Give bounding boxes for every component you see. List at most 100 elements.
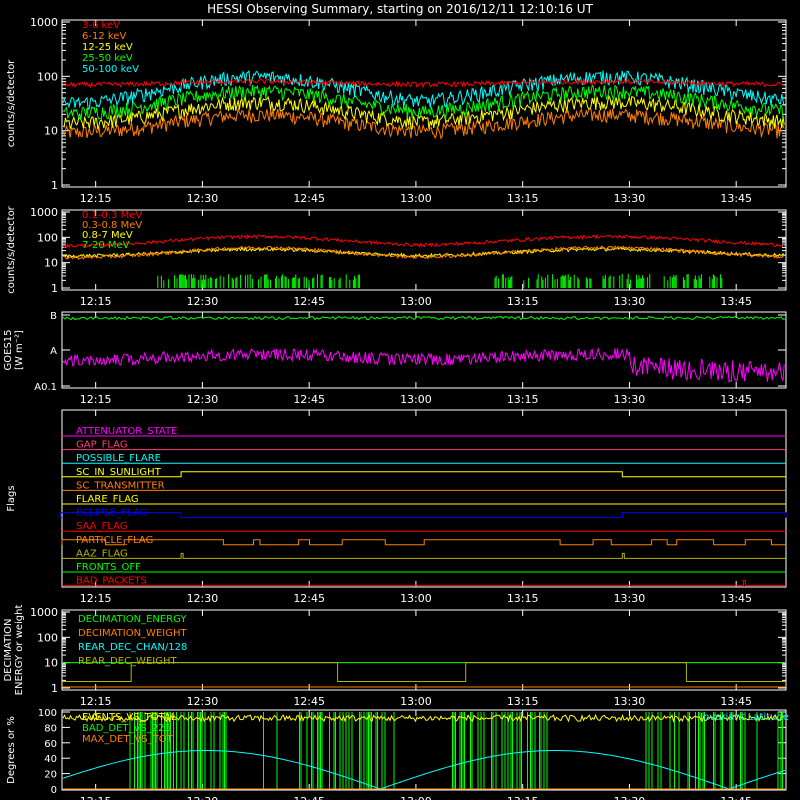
y-tick-label: 1000	[30, 16, 58, 29]
flag-row: ECLIPSE_FLAG	[59, 508, 787, 519]
time-tick-label: 12:15	[80, 295, 112, 308]
chart-title: HESSI Observing Summary, starting on 201…	[207, 2, 593, 16]
time-tick-label: 13:15	[507, 592, 539, 605]
series-line	[62, 84, 785, 121]
legend-entry: 0.3-0.8 MeV	[82, 220, 142, 231]
y-tick-label: 10	[44, 257, 58, 270]
series-line	[62, 713, 785, 724]
flag-line	[61, 539, 786, 546]
flag-label: POSSIBLE_FLARE	[76, 453, 161, 464]
legend-entry: 7-20 MeV	[82, 240, 130, 251]
legend-entry: 0.1-0.3 MeV	[82, 210, 142, 221]
panel-frame-xray	[61, 19, 787, 188]
time-tick-label: 13:30	[614, 393, 646, 406]
flag-label: SC_TRANSMITTER	[76, 480, 165, 491]
flag-row: SAA_FLAG	[62, 521, 786, 532]
time-tick-label: 13:00	[400, 592, 432, 605]
flag-row: SC_TRANSMITTER	[62, 480, 786, 491]
y-tick-label: 20	[44, 770, 57, 781]
panel-geometry: 12:15 12:30 12:45 13:00 13:15 13:30 13:45 Degre…	[6, 708, 789, 800]
flag-label: SAA_FLAG	[76, 521, 127, 532]
time-tick-label: 12:45	[293, 295, 325, 308]
y-tick-label: 100	[37, 231, 58, 244]
panel-frame-flags	[61, 409, 787, 588]
y-axis-label: counts/s/detector	[6, 205, 17, 293]
legend-entry: MAX_DET_VS_TOT	[82, 734, 174, 745]
y-axis-label: GOES15	[3, 329, 14, 370]
series-line	[62, 233, 785, 249]
y-tick-label: 1000	[30, 606, 58, 619]
time-tick-label: 13:00	[400, 393, 432, 406]
series-line	[62, 77, 785, 89]
time-tick-label: 12:30	[187, 795, 219, 800]
ylabel-flags: Flags	[6, 485, 17, 511]
time-tick-label: 13:45	[720, 393, 752, 406]
flag-label: GAP_FLAG	[76, 440, 128, 451]
y-tick-label: 1000	[30, 206, 58, 219]
time-tick-label: 13:15	[507, 192, 539, 205]
time-tick-label: 13:30	[614, 695, 646, 708]
time-tick-label: 12:45	[293, 695, 325, 708]
flag-label: ATTENUATOR_STATE	[76, 426, 177, 437]
time-tick-label: 13:00	[400, 695, 432, 708]
y-tick-label: 1	[51, 179, 58, 192]
series-line	[62, 315, 786, 321]
panel-frame-gamma	[61, 209, 787, 291]
time-tick-label: 13:45	[720, 795, 752, 800]
series-line	[62, 750, 786, 790]
panel-gamma: 12:15 12:30 12:45 13:00 13:15 13:30 13:45 count…	[6, 205, 787, 308]
y-tick-label: 100	[38, 708, 57, 719]
time-tick-label: 13:30	[614, 592, 646, 605]
legend-entry: 6-12 keV	[82, 31, 126, 42]
flag-row: AAZ_FLAG	[62, 548, 786, 559]
panel-frame-geometry	[61, 709, 787, 791]
ylabel-gamma: counts/s/detector	[6, 205, 17, 293]
y-axis-label: ENERGY or weight	[14, 605, 25, 696]
flag-row: ATTENUATOR_STATE	[62, 426, 786, 437]
panel-frame-decimation	[61, 609, 787, 691]
y-tick-label: 1	[51, 682, 58, 695]
time-tick-label: 12:15	[80, 695, 112, 708]
time-tick-label: 12:30	[187, 393, 219, 406]
time-tick-label: 12:30	[187, 295, 219, 308]
time-tick-label: 12:45	[293, 393, 325, 406]
y-axis-label: Degrees or %	[6, 716, 17, 784]
ylabel-geometry: Degrees or %	[6, 716, 17, 784]
panel-flags: 12:15 12:30 12:45 13:00 13:15 13:30 13:45 Flags…	[6, 409, 787, 605]
legend-entry: REAR_DEC_WEIGHT	[78, 656, 177, 667]
flag-row: POSSIBLE_FLARE	[62, 453, 786, 464]
legend-entry: REAR_DEC_CHAN/128	[78, 642, 187, 653]
legend-entry: 3-6 keV	[82, 20, 120, 31]
time-tick-label: 13:00	[400, 795, 432, 800]
flag-line	[59, 512, 787, 519]
y-tick-label: 80	[44, 723, 57, 734]
time-tick-label: 13:15	[507, 295, 539, 308]
time-tick-label: 12:45	[293, 592, 325, 605]
panel-goes: 12:15 12:30 12:45 13:00 13:15 13:30 13:45 GOES1…	[3, 311, 787, 406]
time-tick-label: 12:15	[80, 795, 112, 800]
series-line	[62, 245, 785, 260]
flag-label: BAD_PACKETS	[76, 576, 147, 587]
series-line	[62, 662, 786, 683]
legend-entry: EVENTS_VS_TOTAL	[82, 712, 177, 723]
y-axis-label: counts/s/detector	[6, 59, 17, 147]
panel-xray: 12:15 12:30 12:45 13:00 13:15 13:30 13:45 count…	[6, 16, 787, 205]
legend-entry: Invariant Latitude	[700, 712, 789, 723]
y-tick-label: 10	[44, 125, 58, 138]
legend-entry: DECIMATION_ENERGY	[78, 614, 187, 625]
y-tick-label: 100	[37, 70, 58, 83]
time-tick-label: 12:45	[293, 192, 325, 205]
series-line	[62, 107, 785, 140]
legend-entry: 0.8-7 MeV	[82, 230, 133, 241]
time-tick-label: 13:45	[720, 295, 752, 308]
y-tick-label: 60	[44, 739, 57, 750]
y-axis-label: Flags	[6, 485, 17, 511]
time-tick-label: 13:15	[507, 795, 539, 800]
time-tick-label: 13:45	[720, 192, 752, 205]
ylabel-decimation: DECIMATION ENERGY or weight	[3, 605, 25, 696]
y-tick-label: 100	[37, 631, 58, 644]
time-tick-label: 13:30	[614, 795, 646, 800]
series-line	[62, 347, 785, 383]
flag-line	[62, 552, 786, 559]
